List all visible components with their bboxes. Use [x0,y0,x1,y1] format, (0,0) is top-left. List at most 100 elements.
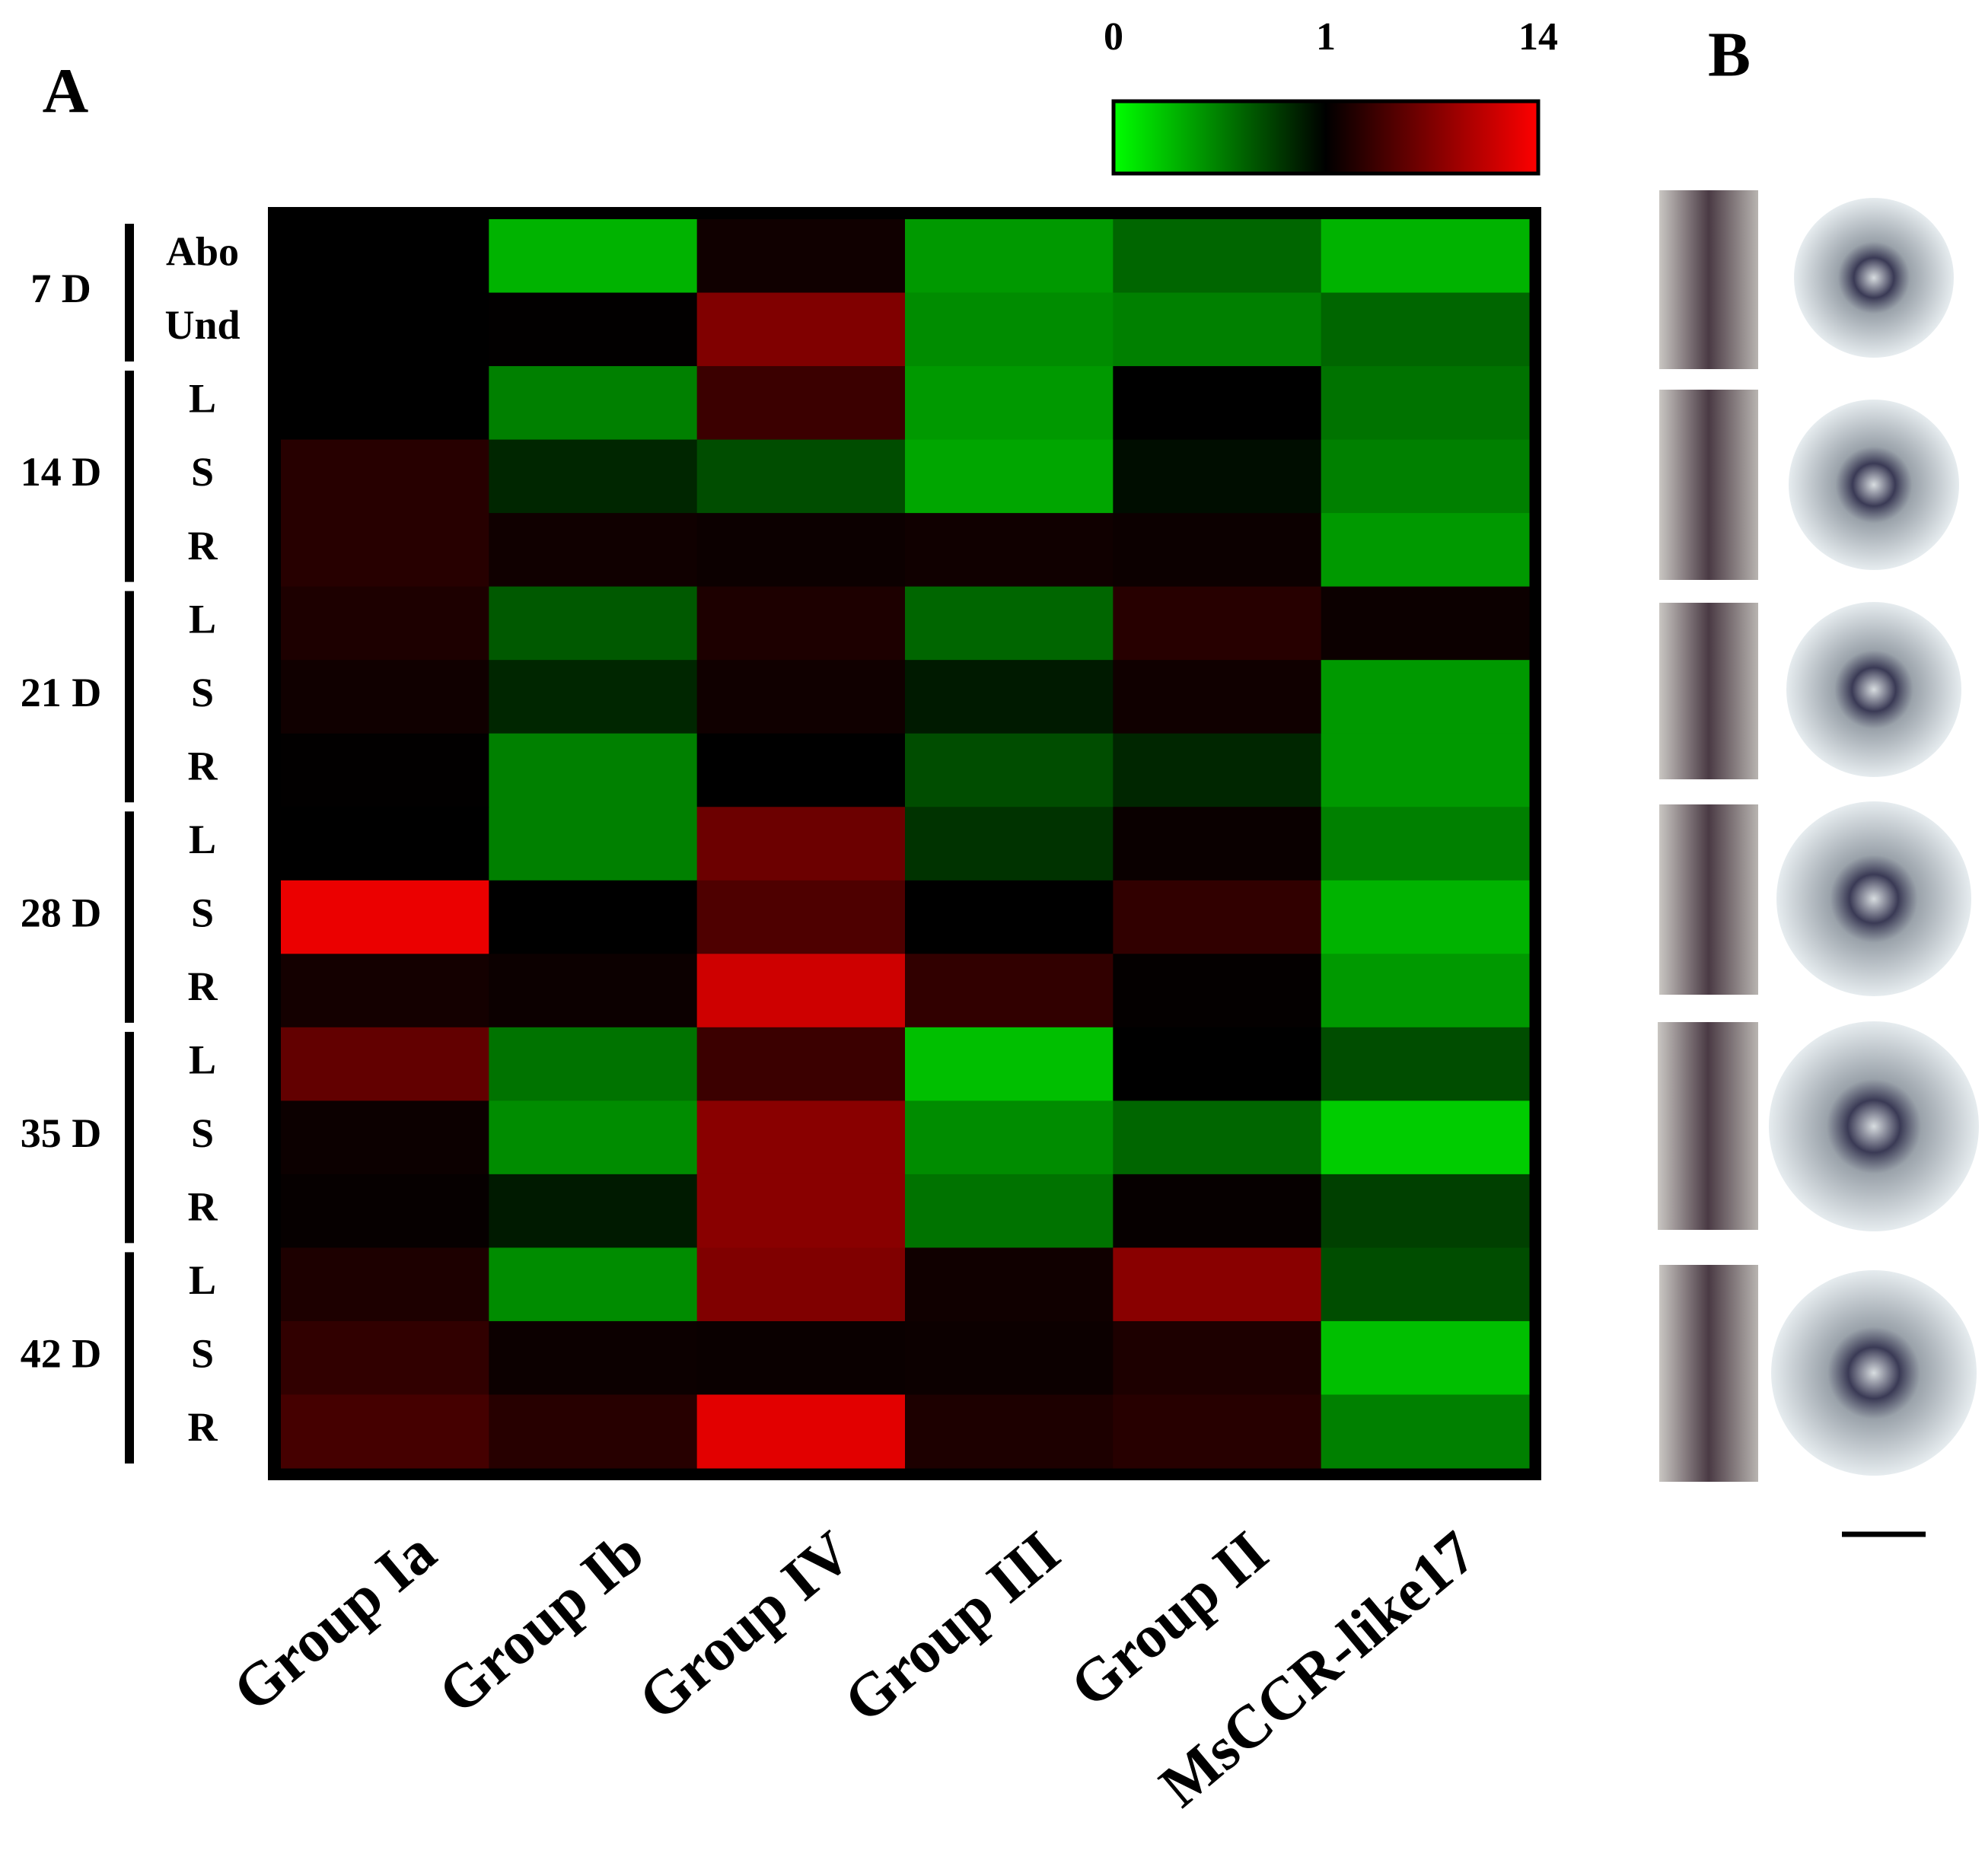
y-tick-label: L [189,596,216,642]
y-tick-label: Und [164,302,240,348]
y-tick-label: S [191,1110,214,1156]
heatmap-cell [489,954,698,1028]
heatmap-cell [905,439,1114,514]
y-tick-label: L [189,1037,216,1082]
heatmap-cell [281,513,489,588]
heatmap-cell [281,954,489,1028]
y-tick-label: R [188,523,218,569]
heatmap-cell [1321,1247,1530,1322]
heatmap-cell [1321,1394,1530,1469]
heatmap-cell [905,586,1114,661]
heatmap-cell [696,586,906,661]
heatmap-cell [1321,586,1530,661]
y-tick-label: S [191,1331,214,1377]
heatmap-cell [1321,660,1530,734]
heatmap-cell [281,439,489,514]
x-tick-label: Group Ia [221,1518,448,1725]
y-tick-label: S [191,449,214,495]
heatmap-cell [489,1174,698,1248]
heatmap-cell [281,733,489,807]
heatmap-cell [1321,880,1530,954]
heatmap-cell [696,1320,906,1395]
heatmap-cell [489,586,698,661]
heatmap-cell [1321,1174,1530,1248]
heatmap-cell [905,954,1114,1028]
heatmap-cell [905,1100,1114,1175]
heatmap-cell [696,1174,906,1248]
heatmap-cell [281,1247,489,1322]
y-tick-label: R [188,1184,218,1230]
heatmap-cell [281,1174,489,1248]
heatmap-cell [489,366,698,441]
heatmap-cell [696,292,906,367]
heatmap-cell [1113,1247,1322,1322]
heatmap-cell [489,733,698,807]
heatmap-cell [1321,954,1530,1028]
heatmap-cell [696,954,906,1028]
heatmap-cell [696,1247,906,1322]
y-tick-label: R [188,743,218,788]
heatmap-cell [489,660,698,734]
heatmap-cell [489,1027,698,1101]
group-label: 28 D [21,890,102,935]
heatmap-cell [1113,733,1322,807]
y-tick-label: L [189,376,216,422]
heatmap-cell [1113,1394,1322,1469]
colorbar-tick-label: 14 [1518,15,1558,59]
heatmap-cell [1113,1100,1322,1175]
heatmap-cell [281,660,489,734]
heatmap-cell [489,439,698,514]
heatmap-cell [489,513,698,588]
group-label: 35 D [21,1110,102,1156]
x-tick-label: Group IV [626,1518,865,1733]
colorbar-tick-label: 1 [1316,15,1336,59]
heatmap-cell [1113,513,1322,588]
heatmap-cell [1113,1174,1322,1248]
y-tick-label: Abo [166,229,239,275]
x-tick-label: Group Ib [426,1518,656,1727]
heatmap-cell [281,366,489,441]
heatmap-cell [1321,513,1530,588]
heatmap-cell [1321,807,1530,881]
heatmap-cell [1113,807,1322,881]
heatmap-cell [489,292,698,367]
y-tick-label: L [189,1257,216,1303]
panel-label: B [1708,19,1751,90]
heatmap-cell [1113,660,1322,734]
colorbar [1111,99,1541,176]
group-label: 14 D [21,449,102,495]
heatmap-cell [1113,954,1322,1028]
heatmap-cell [281,292,489,367]
heatmap-cell [905,1174,1114,1248]
heatmap-cell [489,807,698,881]
y-tick-label: R [188,963,218,1009]
heatmap-cell [696,807,906,881]
heatmap-cell [489,1320,698,1395]
y-tick-label: S [191,890,214,935]
colorbar-tick-label: 0 [1104,15,1123,59]
heatmap-cell [905,366,1114,441]
heatmap-cell [281,880,489,954]
heatmap-cell [1321,292,1530,367]
heatmap-cell [905,513,1114,588]
heatmap-cell [281,1027,489,1101]
heatmap-cell [905,1320,1114,1395]
y-tick-label: S [191,670,214,715]
heatmap-cell [281,586,489,661]
heatmap-cell [905,733,1114,807]
heatmap-cell [696,1027,906,1101]
heatmap-cell [489,1100,698,1175]
panel-label: A [43,56,89,126]
heatmap-cell [1113,586,1322,661]
heatmap-cell [905,1027,1114,1101]
heatmap-cell [696,660,906,734]
heatmap-cell [281,219,489,294]
heatmap-cell [905,880,1114,954]
heatmap-cell [696,219,906,294]
heatmap-cell [281,1100,489,1175]
heatmap-cell [489,1394,698,1469]
heatmap-cell [696,880,906,954]
heatmap-cell [489,1247,698,1322]
micrographs [1658,190,1979,1537]
